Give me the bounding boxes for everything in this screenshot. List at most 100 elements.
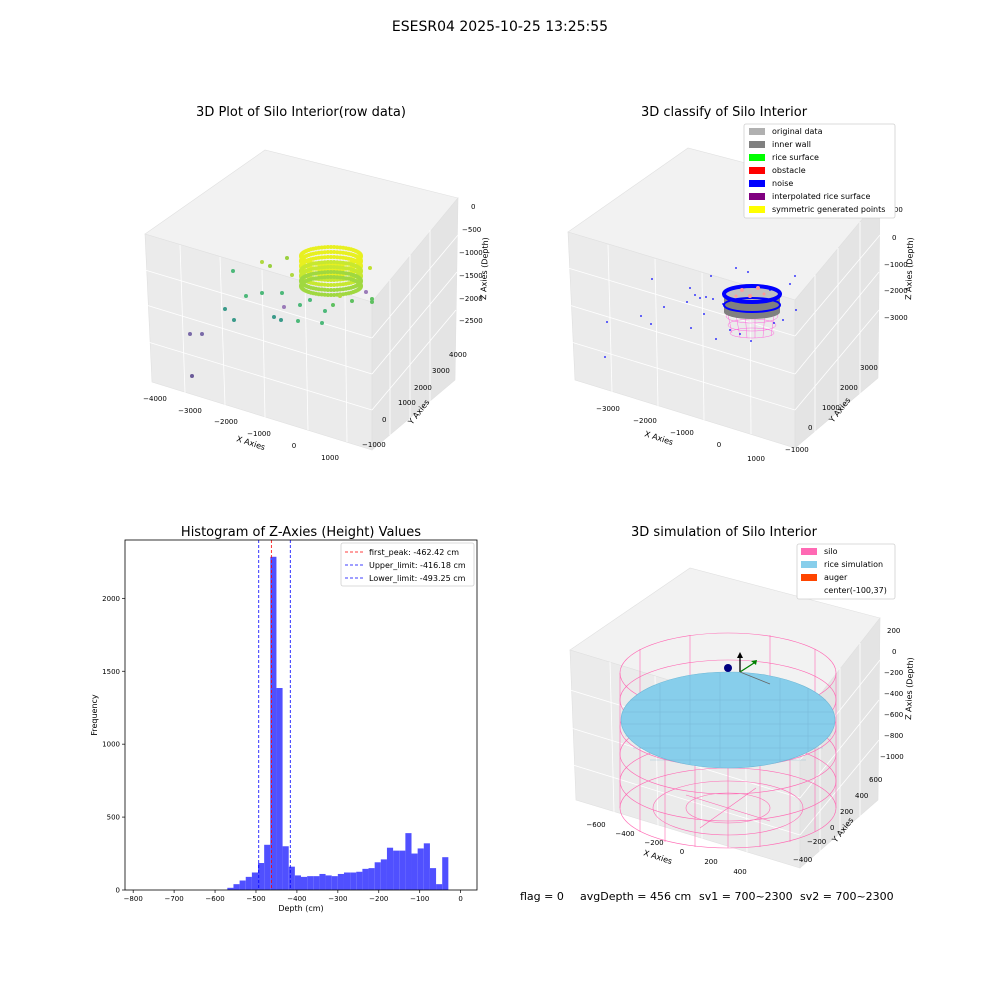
y-tick-label: 1000 — [398, 399, 416, 407]
z-tick-label: −1000 — [880, 753, 904, 761]
noise-point — [789, 283, 791, 285]
histogram-bar — [399, 850, 406, 890]
x-axis-label: Depth (cm) — [278, 904, 323, 913]
raw-point — [329, 265, 333, 269]
histogram-bar — [337, 873, 344, 890]
y-tick-label: −1000 — [785, 446, 809, 454]
raw-point — [335, 250, 340, 255]
y-tick-label: 1000 — [102, 741, 120, 749]
raw-point — [282, 305, 286, 309]
z-tick-label: 0 — [471, 203, 475, 211]
histogram-bar — [307, 876, 314, 890]
legend-label: noise — [772, 179, 793, 188]
histogram-bars — [227, 556, 449, 890]
raw-point — [332, 287, 337, 292]
raw-point — [322, 287, 327, 292]
noise-point — [690, 327, 692, 329]
raw-point — [329, 255, 333, 259]
legend-swatch — [749, 167, 765, 174]
noise-point — [777, 301, 779, 303]
x-tick-label: −1000 — [247, 430, 271, 438]
noise-point — [694, 294, 696, 296]
z-tick-label: −200 — [884, 669, 903, 677]
z-tick-label: −400 — [884, 690, 903, 698]
noise-point — [699, 297, 701, 299]
noise-point — [663, 306, 665, 308]
legend-label: center(-100,37) — [824, 586, 887, 595]
y-tick-label: 0 — [830, 824, 834, 832]
raw-point — [325, 260, 330, 265]
z-tick-label: 0 — [892, 234, 896, 242]
legend-label: Upper_limit: -416.18 cm — [369, 561, 466, 570]
x-tick-label: −3000 — [178, 407, 202, 415]
y-tick-label: 400 — [855, 792, 868, 800]
x-tick-label: −1000 — [670, 429, 694, 437]
raw-point — [322, 292, 327, 297]
panel-title: Histogram of Z-Axies (Height) Values — [181, 525, 421, 540]
raw-point — [338, 255, 343, 260]
raw-point-cloud — [188, 245, 374, 378]
histogram-bar — [380, 859, 387, 890]
x-tick-label: −700 — [164, 895, 183, 903]
rice-mesh — [622, 673, 834, 767]
raw-point — [332, 245, 337, 250]
z-tick-label: −2500 — [459, 317, 483, 325]
histogram-bar — [442, 857, 449, 890]
raw-point — [260, 291, 264, 295]
raw-point — [319, 250, 324, 255]
raw-point — [332, 275, 337, 280]
raw-point — [285, 256, 289, 260]
y-tick-label: 0 — [808, 424, 812, 432]
noise-point — [794, 275, 796, 277]
histogram-bar — [282, 846, 289, 890]
legend-label: Lower_limit: -493.25 cm — [369, 574, 466, 583]
x-tick-label: −400 — [287, 895, 306, 903]
panel-raw-3d: 3D Plot of Silo Interior(row data) −4000… — [143, 105, 490, 462]
legend-swatch — [801, 561, 817, 568]
raw-point — [316, 265, 321, 270]
raw-point — [335, 265, 340, 270]
x-tick-labels: −3000 −2000 −1000 0 1000 — [596, 405, 765, 463]
x-tick-label: 200 — [704, 858, 717, 866]
legend-swatch — [749, 180, 765, 187]
raw-point — [329, 270, 333, 274]
rice-simulation-surface — [620, 671, 836, 769]
raw-point — [335, 255, 340, 260]
raw-point — [338, 282, 343, 287]
legend-label: auger — [824, 573, 848, 582]
raw-point — [329, 293, 333, 297]
noise-point — [710, 275, 712, 277]
raw-point — [329, 260, 333, 264]
legend-label: first_peak: -462.42 cm — [369, 548, 459, 557]
histogram-bar — [350, 872, 357, 890]
raw-point — [188, 332, 192, 336]
raw-point — [322, 250, 327, 255]
raw-point — [338, 270, 343, 275]
y-tick-label: −200 — [807, 838, 826, 846]
raw-point — [335, 287, 340, 292]
plot-frame — [124, 539, 478, 891]
histogram-bar — [251, 872, 259, 890]
raw-point — [325, 282, 330, 287]
raw-point — [322, 282, 327, 287]
raw-point — [350, 299, 354, 303]
histogram-bar — [294, 875, 301, 890]
x-tick-labels: −4000 −3000 −2000 −1000 0 1000 — [143, 395, 339, 462]
z-tick-label: −2000 — [884, 287, 908, 295]
raw-point — [370, 297, 374, 301]
histogram-bar — [374, 862, 381, 890]
histogram-bar — [258, 863, 265, 890]
legend-label: silo — [824, 547, 838, 556]
histogram-bar — [423, 843, 430, 890]
x-tick-label: −600 — [205, 895, 224, 903]
raw-point — [316, 245, 321, 250]
x-tick-label: 0 — [292, 442, 296, 450]
histogram-bar — [356, 871, 363, 890]
legend-swatch — [801, 548, 817, 555]
noise-point — [722, 303, 724, 305]
raw-point — [200, 332, 204, 336]
noise-point — [650, 323, 652, 325]
noise-point — [640, 315, 642, 317]
y-tick-label: 2000 — [840, 384, 858, 392]
raw-point — [335, 282, 340, 287]
